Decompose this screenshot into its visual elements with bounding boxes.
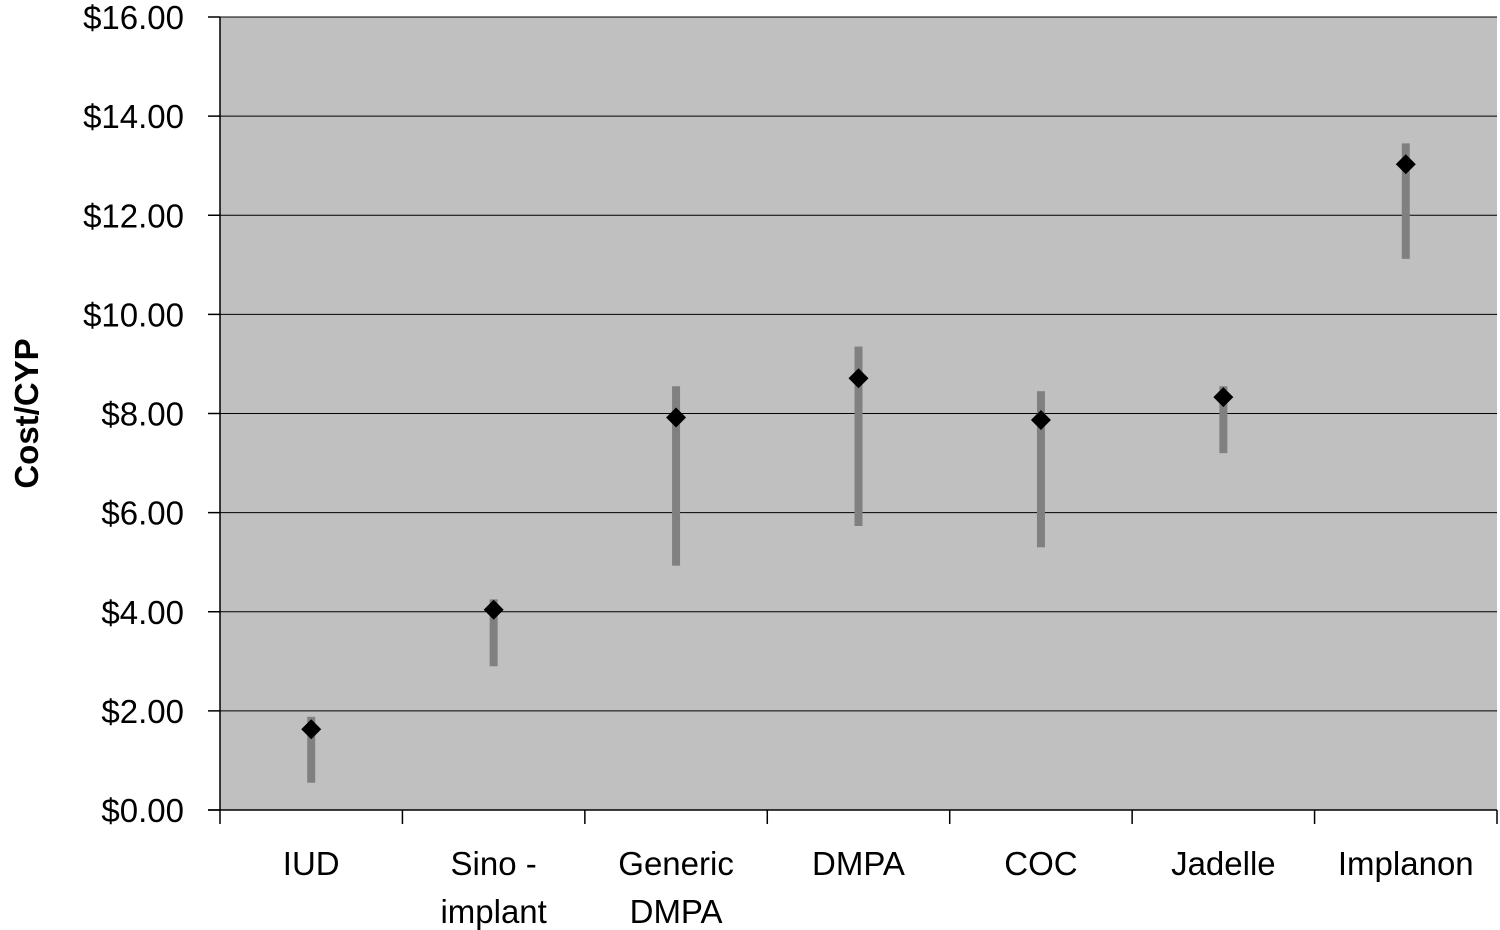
range-bar	[489, 599, 498, 667]
x-category-label: COC	[1004, 845, 1077, 882]
y-tick-label: $14.00	[83, 98, 184, 135]
data-point-marker	[301, 719, 322, 740]
range-bar	[1401, 143, 1410, 259]
y-axis-title: Cost/CYP	[8, 338, 45, 488]
range-bar	[1219, 386, 1228, 454]
x-category-label: implant	[440, 893, 546, 930]
x-category-label: Implanon	[1338, 845, 1474, 882]
data-point-marker	[483, 599, 504, 620]
range-bar	[307, 716, 316, 783]
y-tick-label: $2.00	[101, 693, 184, 730]
range-bar	[1036, 391, 1045, 548]
x-category-label: Sino -	[451, 845, 537, 882]
x-category-label: Jadelle	[1171, 845, 1276, 882]
data-point-marker	[1395, 154, 1416, 175]
x-category-label: DMPA	[630, 893, 723, 930]
x-category-label: IUD	[283, 845, 340, 882]
x-category-label: DMPA	[812, 845, 905, 882]
y-tick-label: $4.00	[101, 594, 184, 631]
range-bar	[672, 386, 681, 566]
range-bar	[854, 346, 863, 527]
y-tick-label: $8.00	[101, 396, 184, 433]
data-point-marker	[848, 368, 869, 389]
y-tick-label: $0.00	[101, 792, 184, 829]
data-point-marker	[666, 407, 687, 428]
data-point-marker	[1213, 387, 1234, 408]
y-tick-label: $6.00	[101, 495, 184, 532]
x-category-label: Generic	[618, 845, 734, 882]
y-tick-label: $16.00	[83, 0, 184, 36]
data-point-marker	[1030, 409, 1051, 430]
y-tick-label: $12.00	[83, 197, 184, 234]
y-tick-label: $10.00	[83, 296, 184, 333]
